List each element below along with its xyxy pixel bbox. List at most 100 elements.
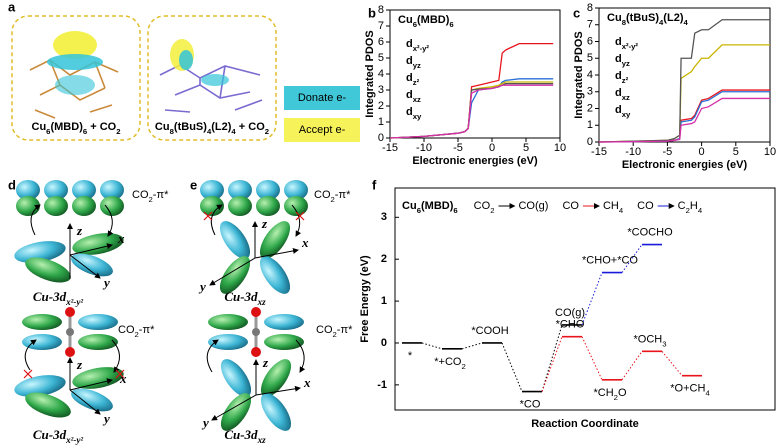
connector (461, 342, 483, 350)
panel-label: f (372, 177, 377, 192)
orbital (14, 180, 124, 283)
x-tick-label: -15 (382, 142, 398, 154)
legend-to: CO(g) (518, 200, 548, 212)
y-tick-label: 2 (378, 100, 384, 112)
axis-letter: x (117, 231, 125, 246)
axis-letter: y (201, 415, 209, 430)
state-label: *CO (520, 398, 541, 410)
orbital-title: Cu-3dxz (224, 289, 266, 307)
x-axis-title: Electronic energies (eV) (412, 155, 538, 167)
panel-label: e (190, 177, 197, 192)
legend-from: CO (637, 200, 654, 212)
connector (581, 336, 603, 381)
y-axis-title: Free Energy (eV) (359, 255, 371, 343)
state-label: *CHO+*CO (582, 255, 638, 267)
orbital-label: CO2-π* (314, 189, 351, 204)
legend-label: dxz (406, 89, 421, 104)
orbital (200, 180, 308, 294)
x-tick-label: 0 (489, 142, 495, 154)
y-tick-label: 7 (378, 20, 384, 32)
state-label: *CH2O (593, 387, 626, 402)
density-lobe (53, 31, 97, 59)
axis-letter: z (261, 216, 268, 231)
density-lobe (47, 54, 103, 70)
x-tick-label: 5 (523, 142, 529, 154)
y-tick-label: 0 (587, 136, 593, 148)
connector (621, 351, 643, 381)
legend-from: CO2 (474, 200, 495, 215)
legend-label: dxy (406, 106, 422, 121)
molecule (159, 64, 263, 113)
chart-title: Cu8(tBuS)4(L2)4 (607, 12, 689, 27)
legend-label: dyz (615, 53, 630, 68)
y-tick-label: 7 (587, 19, 593, 31)
legend-swatch (284, 86, 360, 110)
plot-frame (394, 187, 776, 411)
x-tick-label: -5 (453, 142, 463, 154)
axis-letter: x (301, 235, 309, 250)
panel-label: a (8, 0, 16, 14)
density-lobe (55, 75, 95, 95)
orbital-title: Cu-3dx²-y² (33, 427, 84, 445)
x-tick-label: -15 (591, 146, 607, 158)
x-axis-title: Electronic energies (eV) (622, 159, 748, 171)
connector (661, 351, 683, 376)
y-tick-label: 4 (378, 68, 384, 80)
orbital-title: Cu-3dxz (224, 427, 266, 445)
legend-label: Accept e- (299, 124, 346, 136)
state-label: *O+CH4 (670, 383, 710, 398)
axis-letter: z (76, 357, 83, 372)
y-tick-label: 6 (378, 36, 384, 48)
state-label: *OCH3 (633, 333, 666, 348)
y-tick-label: 1 (587, 119, 593, 131)
y-tick-label: 1 (378, 116, 384, 128)
y-axis-title: Integrated PDOS (364, 30, 376, 117)
y-tick-label: 5 (378, 52, 384, 64)
pdos-line (389, 84, 554, 139)
pdos-line (598, 97, 770, 143)
panel-e: z x y CO2-π* Cu-3dxz z x y CO2-π* Cu-3dx… (198, 180, 353, 445)
panel-label: d (8, 177, 16, 192)
x-tick-label: 5 (733, 146, 739, 158)
state-label: *CHO (556, 319, 585, 331)
orbital-title: Cu-3dx²-y² (33, 289, 84, 307)
y-tick-label: -1 (377, 379, 387, 391)
legend-label: dx²-y² (615, 36, 638, 51)
legend-label: dyz (406, 55, 421, 70)
y-tick-label: 0 (381, 337, 387, 349)
legend-catalyst: Cu6(MBD)6 (402, 200, 458, 215)
legend-label: dxy (615, 104, 631, 119)
panel-d: z x y CO2-π* Cu-3dx²-y² z x y CO2-π* Cu-… (14, 180, 169, 445)
orbital (14, 307, 125, 418)
state-label: CO(g) (555, 307, 585, 319)
axis-letter: z (76, 223, 83, 238)
legend-label: dz² (615, 70, 629, 85)
y-tick-label: 4 (587, 69, 593, 81)
orbital-label: CO2-π* (118, 324, 155, 339)
panel-label: b (368, 5, 376, 20)
state-label: *+CO2 (434, 356, 466, 371)
orbital-label: CO2-π* (132, 189, 169, 204)
legend-from: CO (562, 200, 579, 212)
molecule-label: Cu6(MBD)6 + CO2 (31, 121, 120, 136)
legend: Donate e- Accept e- (284, 86, 360, 142)
x-axis-title: Reaction Coordinate (531, 418, 639, 430)
density-lobe (201, 74, 229, 86)
legend-label: dxz (615, 87, 630, 102)
panel-label: c (573, 5, 580, 20)
connector (501, 342, 523, 392)
orbital (206, 307, 306, 431)
y-tick-label: 5 (587, 52, 593, 64)
connector (581, 272, 603, 326)
y-tick-label: 8 (587, 2, 593, 14)
state-label: *COOH (471, 325, 508, 337)
connector (541, 324, 563, 392)
y-tick-label: 3 (587, 86, 593, 98)
y-tick-label: 3 (381, 211, 387, 223)
axis-letter: x (119, 371, 127, 386)
pdos-line (598, 19, 770, 143)
x-tick-label: 10 (764, 146, 776, 158)
axis-letter: z (262, 355, 269, 370)
legend-swatch (284, 118, 360, 142)
density-lobe (179, 50, 193, 70)
